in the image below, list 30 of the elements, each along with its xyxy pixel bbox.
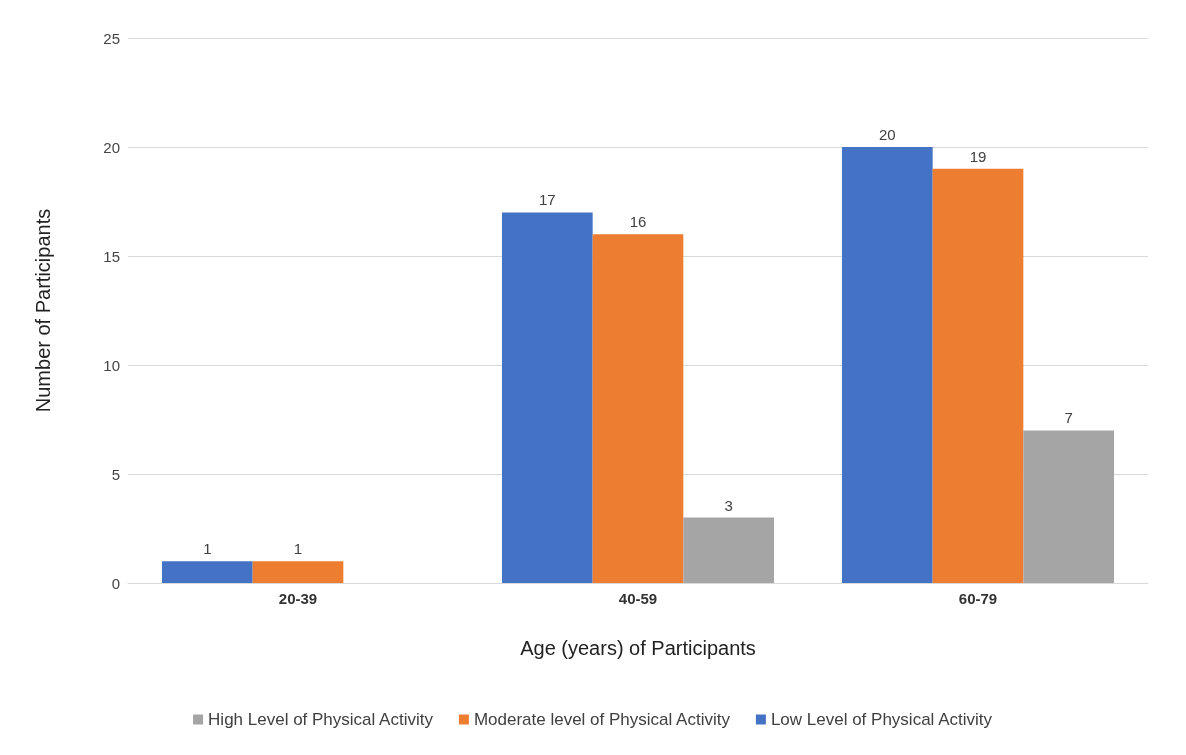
bar <box>502 212 593 583</box>
y-tick-label: 10 <box>103 356 120 374</box>
data-label: 20 <box>878 126 896 143</box>
legend-label: Moderate level of Physical Activity <box>473 710 731 729</box>
y-tick-label: 20 <box>103 138 120 156</box>
data-label: 17 <box>538 191 556 209</box>
data-label: 1 <box>203 540 212 558</box>
data-label: 16 <box>629 213 647 231</box>
x-tick-label: 60-79 <box>958 590 998 607</box>
x-tick-label: 40-59 <box>618 590 658 607</box>
bar <box>1023 430 1114 583</box>
data-label: 19 <box>969 147 987 165</box>
x-axis-title: Age (years) of Participants <box>520 637 756 659</box>
bar <box>592 234 684 583</box>
bar <box>842 147 933 583</box>
bar <box>683 517 774 583</box>
y-tick-label: 5 <box>111 465 120 483</box>
bar <box>162 561 253 583</box>
x-tick-label: 20-39 <box>278 590 318 607</box>
legend-label: Low Level of Physical Activity <box>770 710 993 729</box>
y-axis-title: Number of Participants <box>32 208 54 413</box>
y-tick-label: 25 <box>103 29 120 47</box>
y-tick-label: 0 <box>111 574 120 592</box>
data-label: 3 <box>724 496 733 514</box>
data-label: 1 <box>293 540 303 558</box>
bar <box>252 561 344 583</box>
data-label: 7 <box>1064 409 1073 427</box>
y-tick-label: 15 <box>103 247 120 265</box>
legend-label: High Level of Physical Activity <box>208 710 434 729</box>
bar <box>932 168 1024 583</box>
